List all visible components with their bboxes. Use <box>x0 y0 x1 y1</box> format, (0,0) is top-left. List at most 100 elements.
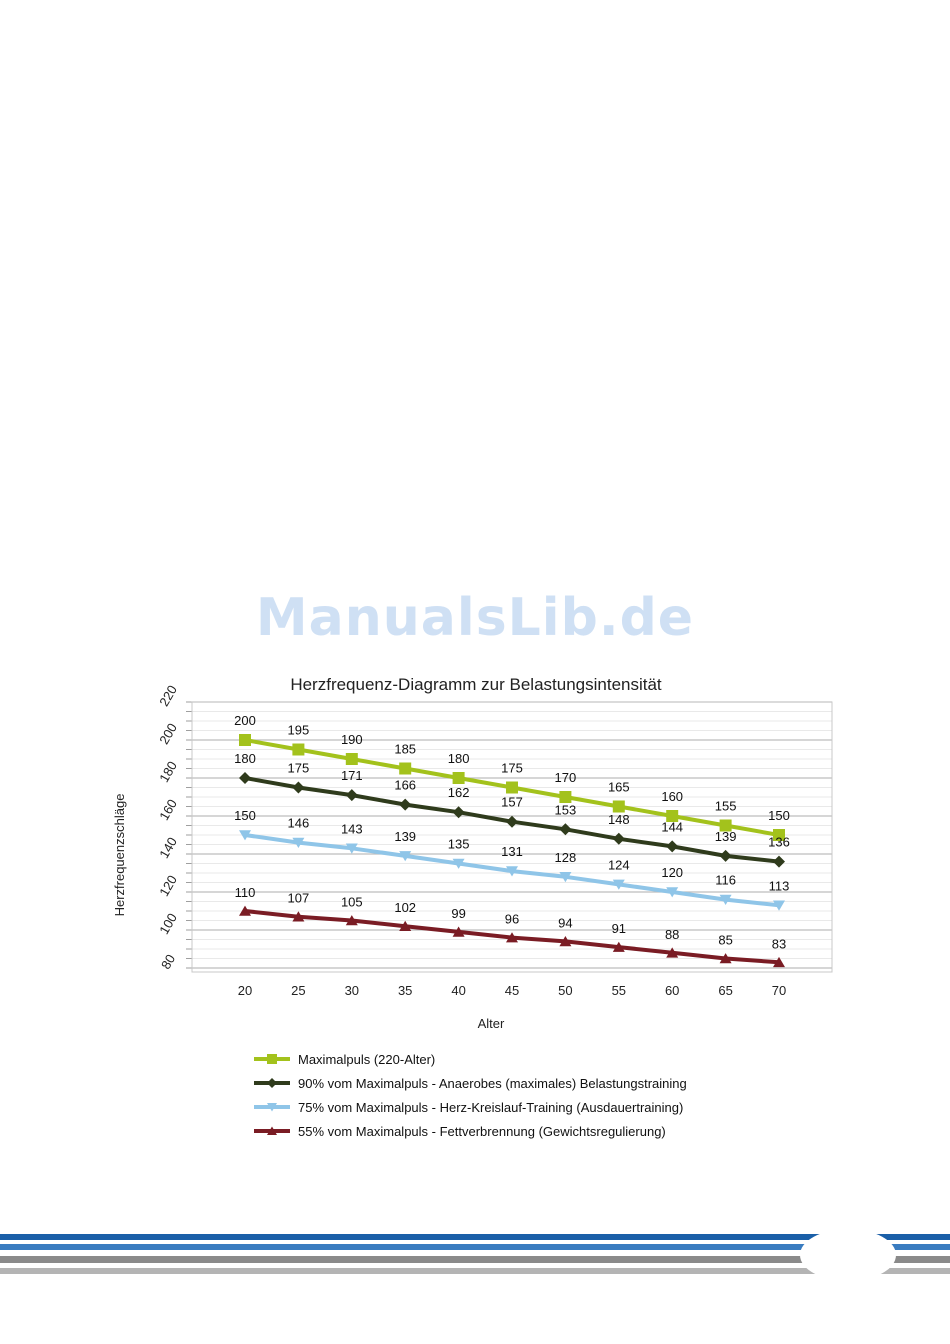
legend-label: 75% vom Maximalpuls - Herz-Kreislauf-Tra… <box>298 1100 683 1115</box>
data-label: 157 <box>501 795 523 810</box>
data-label: 162 <box>448 785 470 800</box>
data-point <box>399 762 412 775</box>
watermark: ManualsLib.de <box>255 588 695 648</box>
data-point <box>267 1126 277 1135</box>
data-label: 139 <box>394 829 416 844</box>
data-point <box>345 789 358 802</box>
data-label: 99 <box>451 906 465 921</box>
data-point <box>239 830 251 841</box>
data-point <box>292 781 305 794</box>
data-point <box>719 894 732 905</box>
data-point <box>452 858 465 869</box>
data-label: 143 <box>341 821 363 836</box>
data-point <box>239 734 251 746</box>
data-point <box>345 915 358 926</box>
data-label: 175 <box>288 761 310 776</box>
data-label: 136 <box>768 835 790 850</box>
data-point <box>773 855 785 868</box>
series-group: 2001951901851801751701651601551501801751… <box>234 713 790 968</box>
data-label: 107 <box>288 891 310 906</box>
data-point <box>666 810 679 822</box>
data-label: 165 <box>608 780 630 795</box>
legend-item: 90% vom Maximalpuls - Anaerobes (maximal… <box>254 1076 687 1091</box>
x-tick-label: 30 <box>345 983 359 998</box>
footer-stripe <box>0 1256 950 1263</box>
data-point <box>292 837 305 848</box>
data-point <box>452 926 465 937</box>
data-label: 170 <box>555 770 577 785</box>
data-label: 131 <box>501 844 523 859</box>
data-label: 171 <box>341 768 363 783</box>
data-point <box>719 819 732 832</box>
data-point <box>719 953 732 964</box>
footer-stripe <box>0 1234 950 1240</box>
y-tick-label: 160 <box>156 797 180 823</box>
data-label: 96 <box>505 912 519 927</box>
legend-label: 90% vom Maximalpuls - Anaerobes (maximal… <box>298 1076 687 1091</box>
series-3: 150 146 143 139 135 131 128 124 120 116 113 <box>234 808 789 911</box>
data-point <box>506 932 518 943</box>
data-label: 180 <box>448 751 470 766</box>
series-4: 110 107 105 102 99 96 94 91 88 85 83 <box>235 885 786 968</box>
x-tick-label: 55 <box>612 983 626 998</box>
data-label: 180 <box>234 751 256 766</box>
data-label: 144 <box>661 819 683 834</box>
legend-item: 55% vom Maximalpuls - Fettverbrennung (G… <box>254 1124 666 1139</box>
data-label: 155 <box>715 799 737 814</box>
data-point <box>506 781 518 794</box>
data-label: 175 <box>501 761 523 776</box>
data-point <box>559 872 572 883</box>
footer-stripe <box>0 1244 950 1250</box>
footer-stripes <box>0 1229 950 1281</box>
x-tick-label: 50 <box>558 983 572 998</box>
data-point <box>399 851 412 862</box>
page-number-oval <box>800 1229 896 1281</box>
data-point <box>399 920 412 931</box>
data-point <box>612 879 625 890</box>
y-tick-label: 140 <box>156 835 180 861</box>
y-axis-label: Herzfrequenzschläge <box>112 794 127 917</box>
data-label: 190 <box>341 732 363 747</box>
data-label: 88 <box>665 927 679 942</box>
y-tick-label: 180 <box>156 759 180 785</box>
data-label: 105 <box>341 895 363 910</box>
data-label: 83 <box>772 936 786 951</box>
data-point <box>773 900 785 911</box>
data-point <box>506 866 518 877</box>
x-tick-label: 25 <box>291 983 305 998</box>
legend-label: Maximalpuls (220-Alter) <box>298 1052 435 1067</box>
data-label: 195 <box>288 723 310 738</box>
y-tick-label: 120 <box>156 873 180 899</box>
data-point <box>267 1103 277 1112</box>
data-label: 94 <box>558 915 572 930</box>
data-point <box>239 772 251 784</box>
data-point <box>719 849 732 862</box>
data-label: 128 <box>555 850 577 865</box>
data-label: 160 <box>661 789 683 804</box>
data-point <box>612 941 625 952</box>
data-point <box>559 791 572 803</box>
data-point <box>292 743 305 756</box>
x-tick-label: 65 <box>718 983 732 998</box>
data-point <box>612 800 625 813</box>
x-axis-label: Alter <box>478 1016 505 1031</box>
chart-title: Herzfrequenz-Diagramm zur Belastungsinte… <box>290 675 662 694</box>
data-point <box>773 829 785 841</box>
y-tick-label: 200 <box>156 721 180 747</box>
y-tick-label: 220 <box>156 683 180 709</box>
y-tick-label: 80 <box>158 952 178 972</box>
data-point <box>666 887 679 898</box>
data-point <box>292 911 305 922</box>
data-point <box>773 956 785 968</box>
series-2: 180 175 171 166 162 157 153 148 144 139 136 <box>234 751 790 868</box>
data-label: 153 <box>555 802 577 817</box>
data-label: 146 <box>288 816 310 831</box>
data-point <box>267 1078 277 1088</box>
legend: Maximalpuls (220-Alter) 90% vom Maximalpu… <box>254 1052 687 1139</box>
plot-area <box>191 701 833 973</box>
legend-item: 75% vom Maximalpuls - Herz-Kreislauf-Tra… <box>254 1100 683 1115</box>
x-tick-label: 60 <box>665 983 679 998</box>
data-point <box>559 823 572 836</box>
data-label: 85 <box>718 933 732 948</box>
data-label: 135 <box>448 837 470 852</box>
